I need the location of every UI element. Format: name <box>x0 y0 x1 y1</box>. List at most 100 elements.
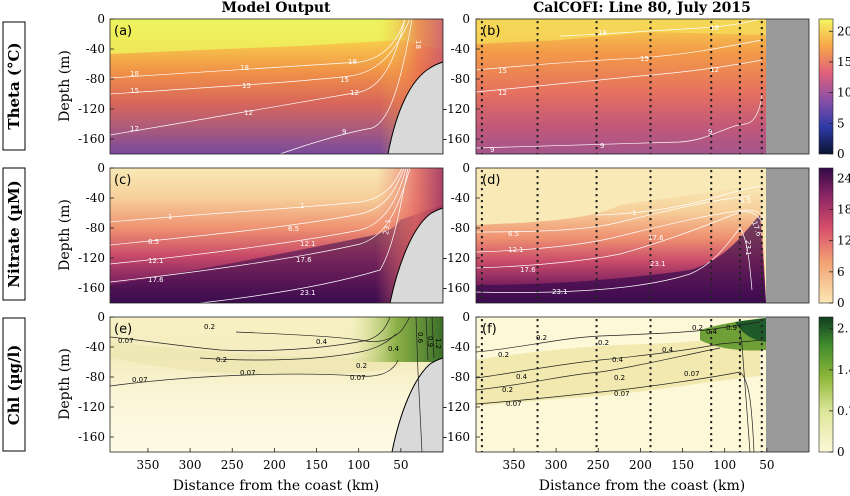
station-sample <box>760 63 763 66</box>
svg-text:6.5: 6.5 <box>288 225 299 233</box>
station-sample <box>595 242 598 245</box>
svg-text:0.2: 0.2 <box>356 362 367 370</box>
station-sample <box>760 176 763 179</box>
station-sample <box>760 451 763 452</box>
station-sample <box>760 194 763 197</box>
station-sample <box>480 409 483 412</box>
station-sample <box>595 147 598 150</box>
x-tick-label: 200 <box>263 458 286 472</box>
station-sample <box>760 236 763 239</box>
station-sample <box>536 170 539 173</box>
panel-f <box>476 317 809 452</box>
y-tick-label: -80 <box>451 221 470 235</box>
station-sample <box>536 266 539 269</box>
panel-f-label: (f) <box>482 322 497 337</box>
station-sample <box>536 129 539 132</box>
panel-a-land <box>387 61 443 154</box>
station-sample <box>738 242 741 245</box>
station-sample <box>480 337 483 340</box>
station-sample <box>710 319 713 322</box>
station-sample <box>649 99 652 102</box>
panel-e <box>110 317 443 452</box>
station-sample <box>595 302 598 303</box>
station-sample <box>738 403 741 406</box>
station-sample <box>738 409 741 412</box>
station-sample <box>738 302 741 303</box>
station-sample <box>738 141 741 144</box>
station-sample <box>710 337 713 340</box>
y-tick-label: -120 <box>443 102 470 116</box>
station-sample <box>536 278 539 281</box>
y-tick-label: 0 <box>97 161 105 175</box>
colorbar-nitrate-ticks: 24 18 12 6 0 <box>829 171 850 310</box>
colorbar-nitrate <box>818 167 834 304</box>
station-sample <box>738 194 741 197</box>
station-sample <box>480 427 483 430</box>
station-sample <box>760 409 763 412</box>
svg-text:17.6: 17.6 <box>648 234 664 242</box>
station-sample <box>738 385 741 388</box>
station-sample <box>760 290 763 293</box>
station-sample <box>710 212 713 215</box>
station-sample <box>760 57 763 60</box>
station-sample <box>595 182 598 185</box>
station-sample <box>536 361 539 364</box>
station-sample <box>536 81 539 84</box>
y-tick-label: -40 <box>451 42 470 56</box>
station-sample <box>595 325 598 328</box>
station-sample <box>738 147 741 150</box>
station-sample <box>738 254 741 257</box>
station-sample <box>480 367 483 370</box>
station-sample <box>760 218 763 221</box>
station-sample <box>760 349 763 352</box>
station-sample <box>710 242 713 245</box>
station-sample <box>649 27 652 30</box>
station-sample <box>738 337 741 340</box>
station-sample <box>595 385 598 388</box>
station-sample <box>738 349 741 352</box>
station-sample <box>536 415 539 418</box>
station-sample <box>536 21 539 24</box>
station-sample <box>649 170 652 173</box>
panel-a <box>110 19 443 154</box>
station-sample <box>649 87 652 90</box>
station-sample <box>595 224 598 227</box>
station-sample <box>480 379 483 382</box>
colorbar-tick-label: 20 <box>837 24 850 38</box>
station-sample <box>536 27 539 30</box>
station-sample <box>536 200 539 203</box>
station-sample <box>536 290 539 293</box>
svg-text:0.2: 0.2 <box>498 351 509 359</box>
station-sample <box>738 99 741 102</box>
station-sample <box>738 212 741 215</box>
station-sample <box>760 69 763 72</box>
station-sample <box>536 355 539 358</box>
station-sample <box>480 373 483 376</box>
station-sample <box>595 170 598 173</box>
station-sample <box>738 176 741 179</box>
station-sample <box>480 176 483 179</box>
station-sample <box>760 182 763 185</box>
station-sample <box>595 27 598 30</box>
svg-text:15: 15 <box>242 82 251 90</box>
station-sample <box>710 141 713 144</box>
ylabel-c: Depth (m) <box>57 199 73 271</box>
svg-text:0.4: 0.4 <box>316 338 328 346</box>
station-sample <box>536 93 539 96</box>
station-sample <box>480 111 483 114</box>
panel-a-frame <box>109 18 444 155</box>
station-sample <box>649 57 652 60</box>
station-sample <box>649 349 652 352</box>
station-sample <box>738 188 741 191</box>
station-sample <box>480 421 483 424</box>
station-sample <box>595 153 598 154</box>
row-label-chl: Chl (µg/l) <box>2 317 26 452</box>
station-sample <box>710 439 713 442</box>
station-sample <box>536 33 539 36</box>
station-sample <box>536 331 539 334</box>
station-sample <box>595 45 598 48</box>
colorbar-tick-label: 0 <box>837 296 845 310</box>
station-sample <box>536 248 539 251</box>
station-sample <box>595 361 598 364</box>
station-sample <box>595 343 598 346</box>
